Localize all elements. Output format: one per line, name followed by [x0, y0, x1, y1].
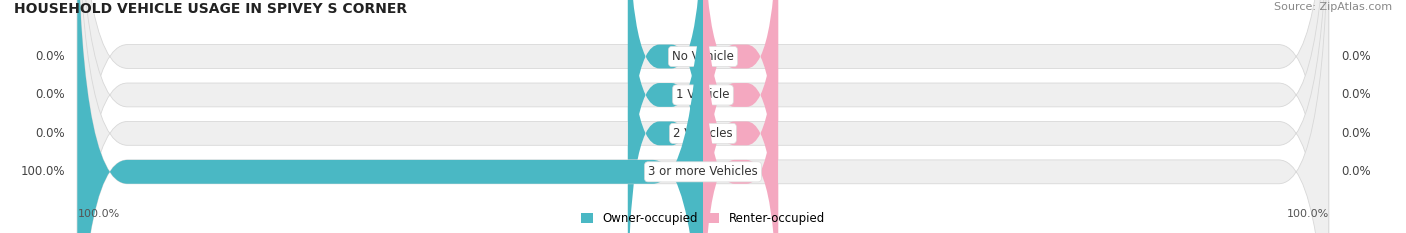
Text: HOUSEHOLD VEHICLE USAGE IN SPIVEY S CORNER: HOUSEHOLD VEHICLE USAGE IN SPIVEY S CORN… — [14, 2, 408, 16]
Text: 0.0%: 0.0% — [35, 50, 65, 63]
FancyBboxPatch shape — [703, 0, 778, 233]
Text: 0.0%: 0.0% — [1341, 50, 1371, 63]
Text: 100.0%: 100.0% — [20, 165, 65, 178]
Text: 0.0%: 0.0% — [1341, 165, 1371, 178]
FancyBboxPatch shape — [77, 0, 1329, 233]
FancyBboxPatch shape — [628, 0, 703, 233]
FancyBboxPatch shape — [628, 0, 703, 233]
Text: 0.0%: 0.0% — [1341, 89, 1371, 101]
FancyBboxPatch shape — [703, 0, 778, 233]
Text: 0.0%: 0.0% — [1341, 127, 1371, 140]
Text: 0.0%: 0.0% — [35, 89, 65, 101]
FancyBboxPatch shape — [77, 0, 1329, 233]
Text: 100.0%: 100.0% — [1286, 209, 1329, 219]
FancyBboxPatch shape — [628, 0, 703, 233]
FancyBboxPatch shape — [77, 0, 1329, 233]
Text: 1 Vehicle: 1 Vehicle — [676, 89, 730, 101]
Text: 0.0%: 0.0% — [35, 127, 65, 140]
Text: 3 or more Vehicles: 3 or more Vehicles — [648, 165, 758, 178]
Text: 2 Vehicles: 2 Vehicles — [673, 127, 733, 140]
Text: Source: ZipAtlas.com: Source: ZipAtlas.com — [1274, 2, 1392, 12]
FancyBboxPatch shape — [77, 0, 1329, 233]
FancyBboxPatch shape — [703, 0, 778, 233]
FancyBboxPatch shape — [703, 0, 778, 233]
FancyBboxPatch shape — [77, 0, 703, 233]
Text: 100.0%: 100.0% — [77, 209, 120, 219]
Legend: Owner-occupied, Renter-occupied: Owner-occupied, Renter-occupied — [576, 207, 830, 230]
Text: No Vehicle: No Vehicle — [672, 50, 734, 63]
